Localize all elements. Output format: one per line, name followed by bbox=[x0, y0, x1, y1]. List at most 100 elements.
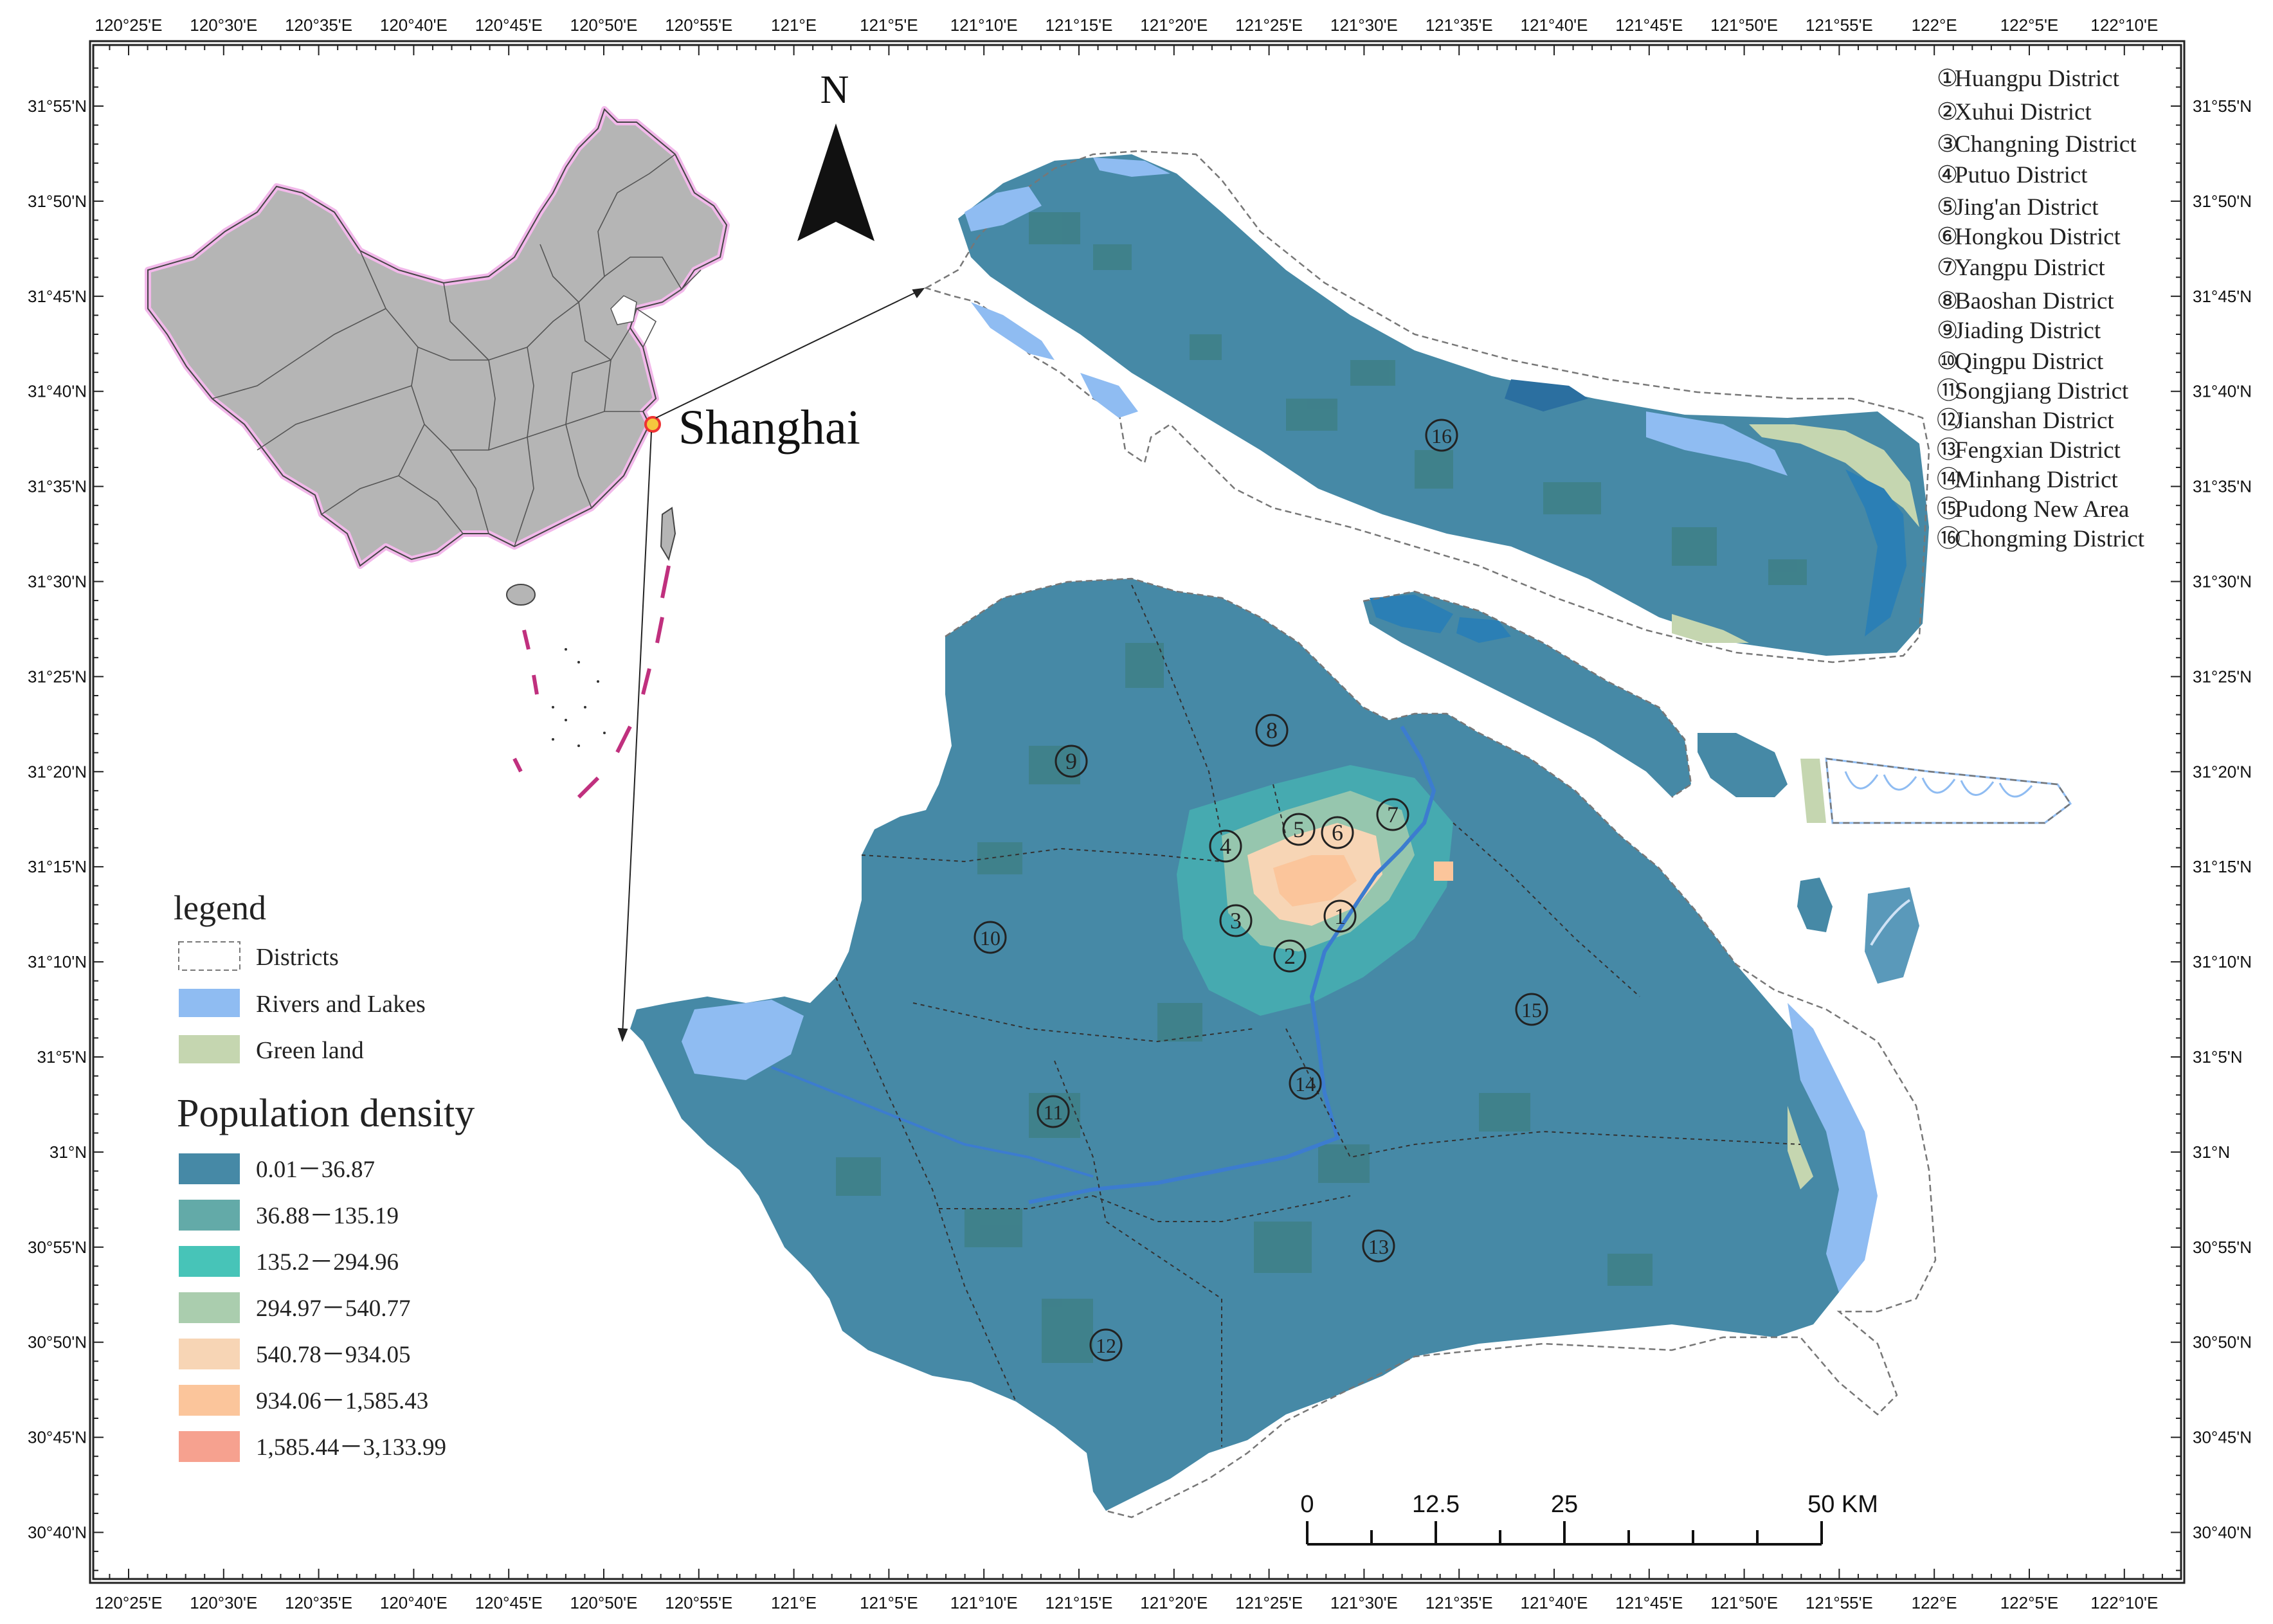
top-tick-label: 120°25'E bbox=[95, 15, 162, 35]
district-marker-number: 16 bbox=[1431, 424, 1452, 447]
left-tick-label: 31°35'N bbox=[28, 477, 87, 496]
right-tick-label: 30°40'N bbox=[2193, 1523, 2252, 1542]
right-tick-label: 31°50'N bbox=[2193, 192, 2252, 211]
top-axis-labels: 120°25'E 120°30'E 120°35'E 120°40'E 120°45'E… bbox=[95, 15, 2158, 35]
bottom-tick-label: 120°45'E bbox=[475, 1593, 543, 1612]
density-swatch bbox=[179, 1200, 240, 1231]
top-tick-label: 121°55'E bbox=[1806, 15, 1873, 35]
province-boundaries bbox=[212, 154, 702, 547]
left-tick-label: 31°45'N bbox=[28, 287, 87, 306]
top-tick-label: 121°E bbox=[771, 15, 817, 35]
legend-item: Districts bbox=[178, 941, 339, 971]
left-tick-label: 31°N bbox=[50, 1142, 87, 1162]
district-marker-number: 1 bbox=[1334, 903, 1346, 929]
top-tick-label: 121°45'E bbox=[1615, 15, 1683, 35]
top-tick-label: 121°15'E bbox=[1045, 15, 1112, 35]
district-list-number: ③ bbox=[1937, 131, 1958, 158]
district-list-number: ⑤ bbox=[1937, 194, 1958, 221]
china-inset-map: Shanghai bbox=[145, 106, 860, 799]
district-list-name: Pudong New Area bbox=[1955, 496, 2129, 523]
district-list-name: Jing'an District bbox=[1955, 194, 2099, 221]
density-swatch bbox=[179, 1339, 240, 1369]
graticule-ticks bbox=[93, 45, 2181, 1579]
shanghai-mainland bbox=[630, 577, 1937, 1519]
district-list-name: Chongming District bbox=[1955, 526, 2145, 552]
density-swatch bbox=[179, 1153, 240, 1184]
legend-label: Districts bbox=[256, 944, 339, 971]
bottom-tick-label: 120°35'E bbox=[285, 1593, 352, 1612]
top-tick-label: 120°45'E bbox=[475, 15, 543, 35]
huangpu-river bbox=[1028, 725, 1436, 1204]
left-tick-label: 31°5'N bbox=[37, 1047, 87, 1067]
chongming-island bbox=[923, 150, 1930, 663]
district-list-number: ⑪ bbox=[1937, 377, 1961, 404]
left-tick-label: 31°40'N bbox=[28, 382, 87, 401]
left-tick-label: 30°55'N bbox=[28, 1238, 87, 1257]
district-marker-number: 14 bbox=[1295, 1072, 1316, 1096]
bottom-tick-label: 121°5'E bbox=[860, 1593, 918, 1612]
right-tick-label: 30°45'N bbox=[2193, 1428, 2252, 1447]
top-tick-label: 122°5'E bbox=[2000, 15, 2059, 35]
scale-label-25: 25 bbox=[1551, 1491, 1578, 1518]
district-marker-number: 4 bbox=[1220, 833, 1231, 859]
top-tick-label: 121°30'E bbox=[1330, 15, 1398, 35]
right-tick-label: 31°45'N bbox=[2193, 287, 2252, 306]
bottom-tick-label: 120°50'E bbox=[570, 1593, 637, 1612]
chongming-boundary bbox=[923, 150, 1930, 663]
top-tick-label: 121°40'E bbox=[1520, 15, 1588, 35]
river-sandbars bbox=[971, 302, 1138, 418]
district-list-name: Fengxian District bbox=[1955, 437, 2121, 464]
top-tick-label: 120°50'E bbox=[570, 15, 637, 35]
bottom-tick-label: 121°55'E bbox=[1806, 1593, 1873, 1612]
density-label: 135.2－294.96 bbox=[256, 1249, 399, 1276]
density-label: 934.06－1,585.43 bbox=[256, 1388, 428, 1414]
district-list-name: Huangpu District bbox=[1955, 66, 2120, 92]
left-tick-label: 31°15'N bbox=[28, 857, 87, 876]
district-list-name: Baoshan District bbox=[1955, 288, 2114, 314]
district-markers bbox=[973, 419, 1548, 1362]
map-frame bbox=[92, 44, 2182, 1580]
right-tick-label: 31°20'N bbox=[2193, 762, 2252, 781]
legend-title: legend bbox=[174, 889, 266, 927]
district-list-number: ⑮ bbox=[1937, 496, 1961, 523]
district-list-number: ⑨ bbox=[1937, 318, 1958, 344]
bottom-tick-label: 121°25'E bbox=[1235, 1593, 1303, 1612]
right-tick-label: 31°5'N bbox=[2193, 1047, 2243, 1067]
left-tick-label: 30°45'N bbox=[28, 1428, 87, 1447]
north-arrow: N bbox=[797, 68, 874, 241]
district-marker-number: 6 bbox=[1332, 820, 1343, 845]
right-tick-label: 31°25'N bbox=[2193, 667, 2252, 686]
density-legend-item: 934.06－1,585.43 bbox=[179, 1385, 428, 1416]
density-swatch bbox=[179, 1246, 240, 1277]
dianshan-lake bbox=[682, 1000, 804, 1080]
top-tick-label: 121°20'E bbox=[1140, 15, 1208, 35]
district-list-name: Minhang District bbox=[1955, 467, 2119, 493]
left-tick-label: 31°25'N bbox=[28, 667, 87, 686]
bottom-tick-label: 120°25'E bbox=[95, 1593, 162, 1612]
district-list-number: ⑧ bbox=[1937, 288, 1958, 314]
legend-item: Rivers and Lakes bbox=[179, 989, 426, 1018]
district-list-number: ⑭ bbox=[1937, 466, 1961, 493]
legend-swatch bbox=[179, 989, 240, 1017]
top-tick-label: 121°35'E bbox=[1426, 15, 1493, 35]
district-list-name: Qingpu District bbox=[1955, 348, 2104, 375]
top-tick-label: 121°25'E bbox=[1235, 15, 1303, 35]
bottom-tick-label: 122°10'E bbox=[2090, 1593, 2158, 1612]
right-tick-label: 31°10'N bbox=[2193, 952, 2252, 971]
top-tick-label: 120°55'E bbox=[665, 15, 732, 35]
density-legend-item: 1,585.44－3,133.99 bbox=[179, 1431, 446, 1462]
right-tick-label: 31°30'N bbox=[2193, 572, 2252, 591]
density-title: Population density bbox=[177, 1092, 475, 1135]
density-label: 0.01－36.87 bbox=[256, 1157, 375, 1183]
top-tick-label: 121°50'E bbox=[1710, 15, 1778, 35]
bottom-tick-label: 122°5'E bbox=[2000, 1593, 2059, 1612]
district-marker-number: 15 bbox=[1521, 998, 1542, 1022]
bottom-tick-label: 121°45'E bbox=[1615, 1593, 1683, 1612]
district-marker-number: 9 bbox=[1065, 748, 1077, 774]
